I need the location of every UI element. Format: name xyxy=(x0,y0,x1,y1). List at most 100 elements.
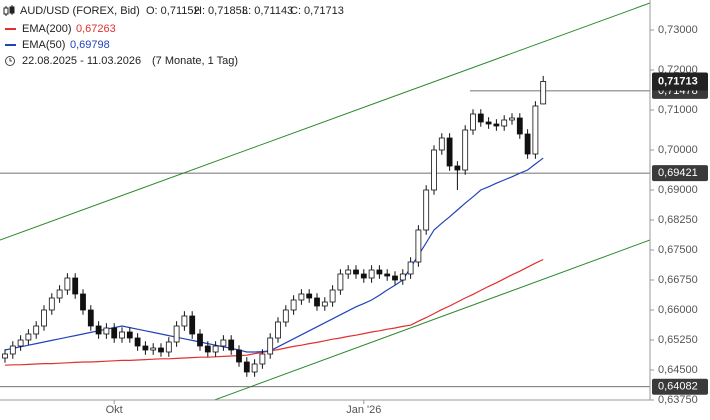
candle-body xyxy=(532,105,539,155)
candle-body xyxy=(204,345,211,353)
candle-body xyxy=(267,337,274,355)
candle-body xyxy=(251,363,258,373)
date-range: 22.08.2025 - 11.03.2026 xyxy=(22,55,141,67)
ohlc-close: C: 0,71713 xyxy=(290,5,344,17)
candle-body xyxy=(477,113,484,123)
candle-body xyxy=(119,331,125,339)
legend-bg xyxy=(0,0,300,70)
x-tick-label: Jan '26 xyxy=(346,404,381,416)
candle-body xyxy=(485,121,492,125)
candle-body xyxy=(438,137,445,151)
x-tick-label: Okt xyxy=(106,404,123,416)
ema-line xyxy=(4,258,544,366)
candle-body xyxy=(360,273,367,279)
y-tick-label: 0,73000 xyxy=(658,24,698,36)
candle-body xyxy=(290,299,297,311)
candle-body xyxy=(87,309,94,327)
candle-body xyxy=(181,315,188,327)
candle-body xyxy=(321,301,328,307)
candle-body xyxy=(150,347,157,351)
candle-body xyxy=(454,165,461,171)
candle-body xyxy=(540,81,547,105)
candle-body xyxy=(282,309,289,323)
ohlc-open: O: 0,71152 xyxy=(146,5,200,17)
y-tick-label: 0,68250 xyxy=(658,214,698,226)
level-label: 0,64082 xyxy=(658,381,698,393)
ema-line xyxy=(4,157,544,353)
candle-body xyxy=(501,119,508,127)
candle-body xyxy=(399,273,406,281)
candle-body xyxy=(41,309,47,327)
candle-body xyxy=(134,337,141,347)
last-price-label: 0,71713 xyxy=(658,75,698,87)
candle-body xyxy=(376,269,383,275)
axes: 0,730000,720000,710000,700000,690000,682… xyxy=(106,24,698,416)
legend-title: AUD/USD (FOREX, Bid) xyxy=(20,5,140,17)
candle-body xyxy=(329,289,336,303)
candle-body xyxy=(275,321,281,339)
period: (7 Monate, 1 Tag) xyxy=(152,55,238,67)
candle-body xyxy=(228,339,235,351)
y-tick-label: 0,66000 xyxy=(658,304,698,316)
y-tick-label: 0,64500 xyxy=(658,364,698,376)
candle-body xyxy=(407,261,414,275)
candle-icon xyxy=(3,5,15,16)
y-tick-label: 0,63750 xyxy=(658,394,698,406)
candle-body xyxy=(392,275,398,281)
y-tick-label: 0,69000 xyxy=(658,184,698,196)
candle-body xyxy=(64,277,71,291)
candle-body xyxy=(111,327,118,339)
last-price-bg xyxy=(652,72,708,91)
candle-body xyxy=(165,341,172,353)
candle-body xyxy=(95,325,102,335)
candle-body xyxy=(384,273,391,277)
candle-body xyxy=(345,269,352,275)
trend-line-upper xyxy=(0,2,650,241)
candle-body xyxy=(306,293,313,299)
candle-body xyxy=(126,331,133,339)
candle-body xyxy=(236,349,242,363)
candle-body xyxy=(423,189,430,231)
candle-body xyxy=(431,149,437,191)
trend-channel xyxy=(0,2,650,400)
legend-label: EMA(50) xyxy=(22,39,65,51)
ohlc-low: L: 0,71143 xyxy=(242,5,293,17)
candle-body xyxy=(48,297,55,311)
legend: AUD/USD (FOREX, Bid) O: 0,71152 H: 0,718… xyxy=(0,0,344,70)
candle-body xyxy=(212,345,219,353)
ohlc-high: H: 0,71853 xyxy=(194,5,248,17)
level-label: 0,69421 xyxy=(658,167,698,179)
candle-body xyxy=(337,273,344,291)
candle-body xyxy=(173,325,180,343)
candle-body xyxy=(25,333,32,341)
clock-hands xyxy=(9,58,12,62)
candle-body xyxy=(493,123,500,127)
candle-body xyxy=(80,293,86,311)
candle-body xyxy=(243,361,250,373)
candle-body xyxy=(524,133,531,155)
candle-body xyxy=(33,325,40,335)
y-tick-label: 0,71000 xyxy=(658,104,698,116)
candle-body xyxy=(197,333,203,347)
y-tick-label: 0,67500 xyxy=(658,244,698,256)
trend-line-lower xyxy=(212,239,650,400)
candle-body xyxy=(516,117,523,135)
candle-body xyxy=(368,269,375,279)
candle-body xyxy=(2,353,8,359)
plot xyxy=(0,75,650,388)
candle-body xyxy=(56,289,63,299)
candle-body xyxy=(259,353,266,365)
candle-body xyxy=(72,277,79,295)
candle-body xyxy=(17,339,24,347)
y-tick-label: 0,65250 xyxy=(658,334,698,346)
legend-value: 0,69798 xyxy=(70,39,110,51)
candle-body xyxy=(142,345,149,351)
legend-value: 0,67263 xyxy=(76,23,116,35)
candle-body xyxy=(446,137,453,167)
legend-label: EMA(200) xyxy=(22,23,72,35)
y-tick-label: 0,66750 xyxy=(658,274,698,286)
candle-body xyxy=(353,269,359,275)
level-label-bg xyxy=(652,165,708,182)
